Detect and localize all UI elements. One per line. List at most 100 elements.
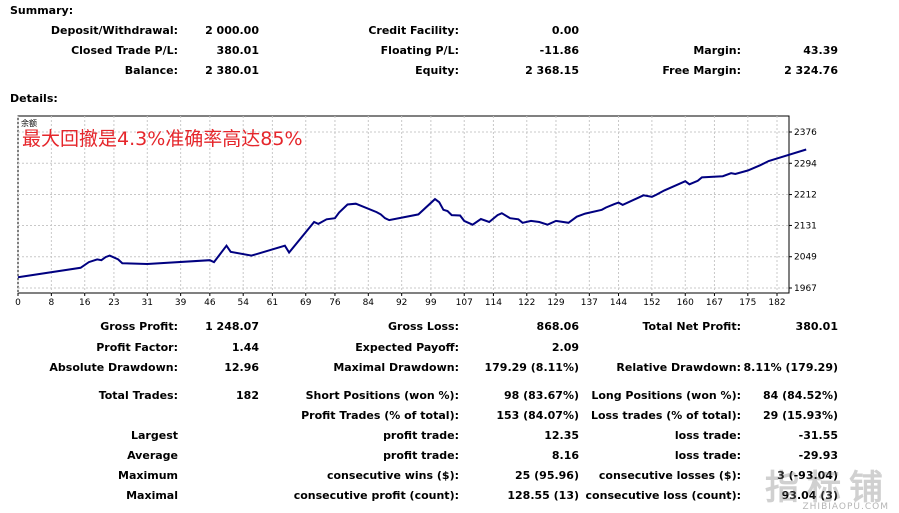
details-label: profit trade: — [383, 429, 459, 442]
x-tick-label: 46 — [204, 298, 216, 308]
y-tick-label: 2049 — [794, 253, 817, 263]
details-value: 8.16 — [551, 449, 579, 462]
x-tick-label: 122 — [518, 298, 535, 308]
details-label: Total Net Profit: — [642, 320, 742, 333]
x-tick-label: 129 — [547, 298, 564, 308]
details-label: Long Positions (won %): — [591, 389, 741, 402]
details-value: 1.44 — [231, 341, 259, 354]
details-value: 12.35 — [544, 429, 579, 442]
chart-annotation: 最大回撤是4.3%准确率高达85% — [22, 128, 303, 150]
summary-label: Free Margin: — [662, 64, 741, 77]
details-label: consecutive loss (count): — [585, 489, 741, 502]
details-value: 380.01 — [795, 320, 838, 333]
x-tick-label: 167 — [706, 298, 723, 308]
summary-label: Credit Facility: — [368, 24, 459, 37]
details-label: consecutive wins ($): — [326, 469, 459, 482]
details-label: Short Positions (won %): — [305, 389, 459, 402]
x-tick-label: 137 — [581, 298, 598, 308]
details-value: 128.55 (13) — [507, 489, 579, 502]
details-label: Profit Trades (% of total): — [301, 409, 459, 422]
x-tick-label: 61 — [267, 298, 278, 308]
x-tick-label: 16 — [79, 298, 91, 308]
details-value: 84 (84.52%) — [762, 389, 838, 402]
details-label: consecutive profit (count): — [293, 489, 459, 502]
details-label: Expected Payoff: — [355, 341, 459, 354]
details-value: 3 (-93.04) — [777, 469, 838, 482]
summary-value: 2 000.00 — [205, 24, 259, 37]
details-label: Total Trades: — [98, 389, 178, 402]
x-tick-label: 114 — [485, 298, 502, 308]
details-value: 8.11% (179.29) — [743, 361, 839, 374]
balance-line — [17, 148, 807, 279]
details-value: 868.06 — [536, 320, 579, 333]
x-tick-label: 69 — [300, 298, 312, 308]
summary-label: Margin: — [693, 44, 741, 57]
x-tick-label: 175 — [739, 298, 756, 308]
x-tick-label: 99 — [425, 298, 437, 308]
details-label: loss trade: — [674, 449, 741, 462]
summary-value: 380.01 — [216, 44, 259, 57]
x-tick-label: 39 — [175, 298, 187, 308]
details-value: 1 248.07 — [205, 320, 259, 333]
details-value: -31.55 — [798, 429, 838, 442]
x-tick-label: 152 — [643, 298, 660, 308]
summary-label: Deposit/Withdrawal: — [50, 24, 178, 37]
details-value: 153 (84.07%) — [496, 409, 579, 422]
summary-value: 2 324.76 — [784, 64, 838, 77]
x-tick-label: 92 — [396, 298, 407, 308]
details-label: Profit Factor: — [96, 341, 178, 354]
details-label: Loss trades (% of total): — [590, 409, 741, 422]
watermark-en: ZHIBIAOPU.COM — [802, 502, 889, 512]
details-value: 179.29 (8.11%) — [484, 361, 580, 374]
y-tick-label: 2212 — [794, 191, 817, 201]
details-label: profit trade: — [383, 449, 459, 462]
x-tick-label: 31 — [142, 298, 153, 308]
y-tick-label: 2294 — [794, 159, 817, 169]
details-heading: Details: — [10, 92, 58, 105]
details-value: 98 (83.67%) — [503, 389, 579, 402]
details-label: Largest — [131, 429, 178, 442]
details-label: Relative Drawdown: — [616, 361, 741, 374]
details-label: Maximal Drawdown: — [333, 361, 459, 374]
details-label: Gross Loss: — [388, 320, 459, 333]
details-value: 2.09 — [551, 341, 579, 354]
summary-value: 43.39 — [803, 44, 838, 57]
summary-label: Closed Trade P/L: — [71, 44, 178, 57]
summary-heading: Summary: — [10, 4, 74, 17]
details-label: Average — [127, 449, 178, 462]
details-label: consecutive losses ($): — [598, 469, 741, 482]
x-tick-label: 182 — [768, 298, 785, 308]
y-tick-label: 2376 — [794, 128, 817, 138]
balance-chart: 1967 2049 2131 2212 2294 2376 0 8 16 23 31 39 46 54 61… — [15, 115, 817, 308]
details-value: 182 — [236, 389, 259, 402]
watermark: 指标铺 ZHIBIAOPU.COM — [735, 458, 895, 513]
summary-value: 0.00 — [551, 24, 579, 37]
summary-value: 2 368.15 — [525, 64, 579, 77]
summary-value: 2 380.01 — [205, 64, 259, 77]
details-label: Gross Profit: — [100, 320, 178, 333]
details-value: -29.93 — [798, 449, 838, 462]
details-label: Absolute Drawdown: — [49, 361, 178, 374]
x-tick-label: 54 — [237, 298, 249, 308]
y-tick-label: 1967 — [794, 284, 817, 294]
y-tick-label: 2131 — [794, 221, 817, 231]
x-tick-label: 76 — [329, 298, 341, 308]
x-tick-label: 8 — [48, 298, 54, 308]
details-value: 29 (15.93%) — [762, 409, 838, 422]
x-tick-label: 160 — [677, 298, 694, 308]
x-tick-label: 144 — [610, 298, 627, 308]
details-label: loss trade: — [674, 429, 741, 442]
x-tick-label: 0 — [15, 298, 21, 308]
summary-value: -11.86 — [539, 44, 579, 57]
details-value: 25 (95.96) — [515, 469, 579, 482]
details-value: 93.04 (3) — [781, 489, 838, 502]
x-tick-label: 23 — [108, 298, 119, 308]
details-value: 12.96 — [224, 361, 259, 374]
chart-legend-tag: 余额 — [21, 118, 37, 128]
summary-label: Floating P/L: — [380, 44, 459, 57]
summary-label: Equity: — [415, 64, 459, 77]
summary-label: Balance: — [124, 64, 178, 77]
details-label: Maximal — [126, 489, 178, 502]
x-tick-label: 84 — [363, 298, 375, 308]
details-label: Maximum — [118, 469, 178, 482]
